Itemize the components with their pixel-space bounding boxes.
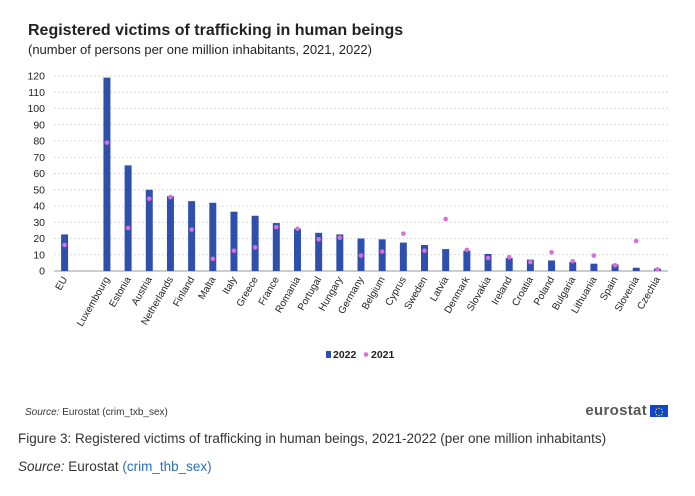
chart-subtitle: (number of persons per one million inhab… (28, 42, 372, 57)
bar-2022-lithuania (590, 263, 598, 271)
dot-2021-latvia (443, 216, 448, 222)
bar-2022-hungary (336, 234, 344, 271)
dot-2021-sweden (422, 248, 427, 253)
bar-2022-bulgaria (569, 262, 577, 271)
bar-2022-finland (188, 201, 196, 271)
bar-2022-romania (293, 228, 301, 271)
chart-source-note: Source: Eurostat (crim_txb_sex) (25, 407, 168, 418)
bar-2022-france (272, 223, 280, 271)
x-tick-label: Croatia (510, 275, 536, 309)
dot-2021-finland (189, 227, 194, 232)
bar-2022-ireland (505, 258, 513, 271)
eurostat-logo-text: eurostat (585, 402, 647, 419)
figure-source: Source: Eurostat (crim_thb_sex) (18, 459, 212, 474)
dot-2021-estonia (125, 225, 131, 231)
bar-2022-croatia (526, 259, 534, 271)
bar-2022-latvia (442, 249, 450, 271)
bar-2022-slovenia (632, 267, 640, 271)
dot-2021-poland (549, 250, 554, 255)
x-tick-label: Malta (197, 275, 219, 302)
y-tick-label: 100 (27, 103, 45, 115)
y-tick-label: 20 (33, 233, 45, 245)
y-tick-label: 30 (33, 217, 45, 229)
x-tick-label: Luxembourg (75, 275, 112, 329)
y-tick-label: 40 (33, 201, 45, 213)
y-tick-label: 110 (28, 87, 45, 99)
x-tick-label: Estonia (107, 275, 133, 310)
dot-2021-france (274, 224, 279, 230)
dot-2021-spain (612, 263, 618, 268)
bar-2022-italy (230, 211, 238, 271)
y-tick-label: 70 (33, 152, 45, 164)
bar-2022-sweden (421, 245, 429, 271)
y-tick-label: 50 (33, 184, 45, 196)
y-tick-label: 120 (27, 71, 45, 83)
bar-2022-denmark (463, 250, 471, 271)
y-tick-label: 10 (33, 249, 45, 261)
bar-2022-estonia (124, 165, 132, 271)
dot-2021-germany (358, 253, 364, 258)
x-tick-label: Greece (235, 275, 261, 309)
dot-2021-lithuania (591, 253, 597, 258)
bar-2022-greece (251, 215, 259, 271)
legend-label-2022: 2022 (333, 349, 357, 361)
dot-2021-denmark (464, 247, 470, 253)
dot-2021-romania (295, 226, 300, 232)
dot-2021-bulgaria (570, 258, 576, 264)
dot-2021-croatia (528, 259, 533, 265)
bar-2022-spain (611, 264, 619, 271)
dot-2021-portugal (316, 237, 321, 242)
bar-2022-belgium (378, 239, 386, 271)
bar-2022-slovakia (484, 253, 492, 271)
x-tick-label: Spain (598, 275, 620, 303)
dot-2021-malta (210, 256, 216, 262)
y-tick-label: 60 (33, 168, 45, 180)
eurostat-logo: eurostat (585, 402, 668, 419)
bar-2022-eu (61, 234, 69, 271)
bar-2022-luxembourg (103, 77, 111, 271)
bar-2022-netherlands (166, 196, 174, 271)
figure-caption: Figure 3: Registered victims of traffick… (18, 431, 607, 446)
dot-2021-cyprus (401, 231, 406, 236)
dot-2021-netherlands (168, 194, 173, 200)
chart-frame: Registered victims of trafficking in hum… (14, 12, 682, 428)
y-tick-label: 80 (33, 136, 45, 148)
source-link[interactable]: (crim_thb_sex) (122, 459, 212, 474)
chart-title: Registered victims of trafficking in hum… (28, 22, 404, 39)
x-tick-label: EU (54, 275, 70, 293)
bar-2022-cyprus (399, 242, 407, 271)
dot-2021-eu (62, 242, 67, 248)
dot-2021-italy (231, 248, 237, 253)
chart-svg: 0 10 20 30 40 50 60 70 80 90 100 110 120 EU Luxembourg… (27, 71, 668, 361)
dot-2021-austria (146, 196, 152, 201)
dot-2021-luxembourg (104, 140, 110, 145)
y-tick-label: 90 (33, 119, 45, 131)
dot-2021-greece (252, 245, 258, 250)
dot-2021-hungary (337, 235, 343, 240)
legend-swatch-2022 (326, 351, 331, 358)
dot-2021-slovakia (485, 255, 491, 261)
eu-flag-icon (650, 404, 668, 417)
dot-2021-slovenia (633, 238, 639, 244)
bar-2022-malta (209, 202, 217, 271)
bar-2022-austria (145, 189, 153, 271)
legend-label-2021: 2021 (371, 349, 395, 361)
x-tick-label: Italy (221, 275, 240, 296)
dot-2021-ireland (506, 254, 512, 260)
legend-swatch-2021 (363, 352, 369, 357)
dot-2021-belgium (379, 249, 385, 254)
dot-2021-czechia (655, 267, 660, 272)
bar-2022-poland (548, 260, 556, 271)
y-tick-label: 0 (39, 266, 45, 278)
bar-2022-portugal (315, 232, 323, 271)
